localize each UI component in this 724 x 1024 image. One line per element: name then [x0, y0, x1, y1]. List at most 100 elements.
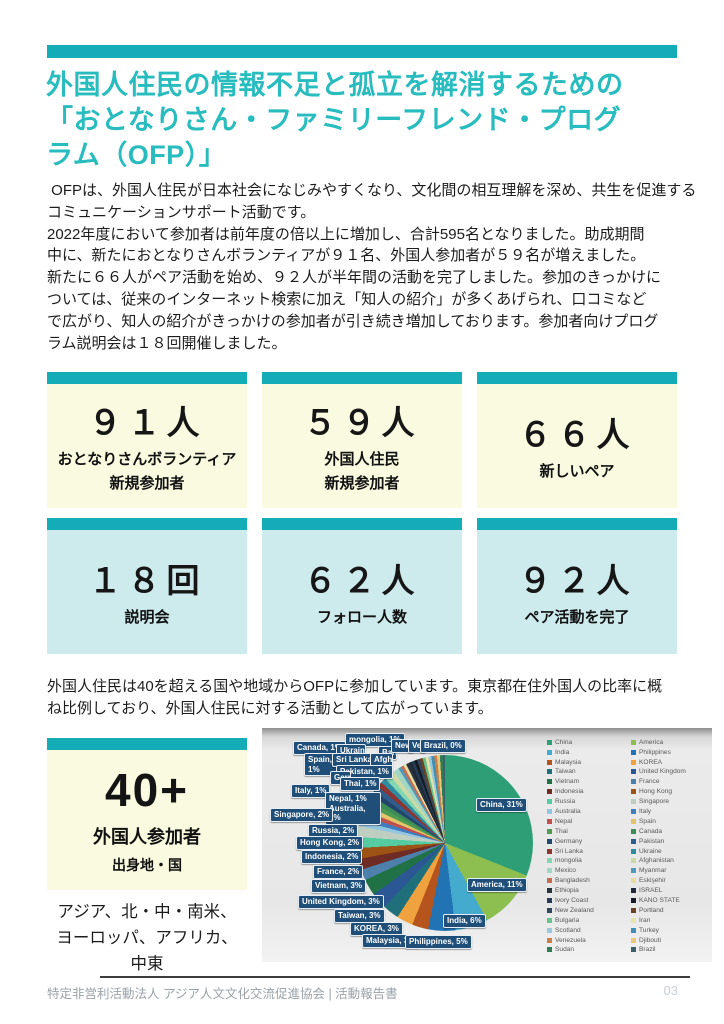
legend-swatch	[631, 759, 636, 765]
stat-card-new-pairs: ６６人 新しいペア	[477, 372, 677, 508]
legend-label: Turkey	[639, 926, 659, 934]
card-accent-bar	[47, 738, 247, 750]
legend-swatch	[631, 917, 636, 923]
legend-label: Eskişehir	[639, 877, 666, 885]
legend-item: ISRAEL	[631, 887, 707, 894]
legend-swatch	[631, 799, 636, 805]
legend-item: Sudan	[547, 946, 623, 954]
legend-item: Italy	[631, 808, 707, 815]
legend-item: Brazil	[631, 946, 707, 954]
stat-card-completed-pairs: ９２人 ペア活動を完了	[477, 518, 677, 654]
legend-swatch	[547, 947, 552, 953]
legend-label: Vietnam	[555, 778, 580, 786]
legend-swatch	[631, 789, 636, 795]
legend-swatch	[631, 947, 636, 953]
legend-swatch	[547, 838, 552, 844]
legend-item: KANO STATE	[631, 897, 707, 904]
legend-item: Sri Lanka	[547, 848, 623, 855]
stat-card-briefings: １８回 説明会	[47, 518, 247, 654]
stat-card-new-foreign-residents: ５９人 外国人住民 新規参加者	[262, 372, 462, 508]
legend-swatch	[631, 838, 636, 844]
legend-item: China	[547, 739, 623, 746]
legend-label: KOREA	[639, 758, 663, 766]
stat-label: フォロー人数	[316, 609, 407, 626]
legend-label: America	[639, 738, 664, 746]
origin-countries-card: 40+ 外国人参加者 出身地・国	[47, 738, 247, 890]
legend-item: Spain	[631, 818, 707, 825]
card-accent-bar	[47, 372, 247, 384]
intro-paragraph: OFPは、外国人住民が日本社会になじみやすくなり、文化間の相互理解を深め、共生を…	[47, 182, 697, 352]
legend-label: Sri Lanka	[555, 847, 583, 855]
legend-item: New Zealand	[547, 907, 623, 914]
chart-legend: China America India Philippines Malaysia KORE…	[547, 739, 707, 953]
card-accent-bar	[262, 372, 462, 384]
legend-swatch	[547, 818, 552, 824]
legend-label: Portland	[639, 906, 664, 914]
legend-item: KOREA	[631, 759, 707, 766]
legend-swatch	[631, 769, 636, 775]
legend-label: France	[639, 778, 660, 786]
legend-item: Afghanistan	[631, 857, 707, 864]
legend-item: France	[631, 778, 707, 786]
legend-swatch	[547, 907, 552, 913]
legend-label: Myanmar	[639, 867, 667, 875]
legend-item: Ukraine	[631, 848, 707, 855]
stat-number: ６６人	[518, 416, 636, 453]
stat-card-followups: ６２人 フォロー人数	[262, 518, 462, 654]
stat-card-new-volunteers: ９１人 おとなりさんボランティア 新規参加者	[47, 372, 247, 508]
legend-swatch	[547, 749, 552, 755]
legend-item: Eskişehir	[631, 877, 707, 884]
accent-bar	[47, 45, 677, 58]
card-accent-bar	[262, 518, 462, 530]
legend-label: Philippines	[639, 748, 671, 756]
legend-swatch	[631, 898, 636, 903]
legend-label: Bangladesh	[555, 877, 590, 885]
stat-label: 新しいペア	[539, 463, 615, 480]
stat-label: 外国人住民 新規参加者	[324, 451, 400, 492]
pie-data-label: America, 11%	[467, 878, 527, 892]
pie-data-label: France, 2%	[313, 865, 364, 879]
legend-label: Ukraine	[639, 847, 662, 855]
legend-label: Thai	[555, 827, 568, 835]
legend-swatch	[631, 808, 636, 814]
legend-swatch	[547, 898, 552, 903]
legend-label: Venezuela	[555, 936, 586, 944]
stat-label: ペア活動を完了	[524, 609, 630, 626]
stats-row-2: １８回 説明会 ６２人 フォロー人数 ９２人 ペア活動を完了	[47, 518, 677, 654]
legend-swatch	[631, 907, 636, 913]
legend-item: Nepal	[547, 818, 623, 825]
pie-data-label: Brazil, 0%	[420, 739, 466, 753]
page-number: 03	[663, 983, 678, 998]
pie-data-label: Indonesia, 2%	[301, 850, 363, 864]
legend-item: United Kingdom	[631, 768, 707, 776]
pie	[357, 755, 533, 931]
legend-swatch	[547, 769, 552, 775]
pie-data-label: India, 6%	[443, 914, 486, 928]
legend-label: United Kingdom	[639, 768, 686, 776]
legend-label: Ethiopia	[555, 887, 579, 895]
page-title: 外国人住民の情報不足と孤立を解消するための 「おとなりさん・ファミリーフレンド・…	[46, 70, 624, 170]
legend-item: Ivory Coast	[547, 897, 623, 904]
legend-label: Russia	[555, 798, 576, 806]
legend-label: Hong Kong	[639, 788, 672, 796]
legend-swatch	[547, 878, 552, 884]
legend-swatch	[547, 927, 552, 933]
legend-item: Russia	[547, 798, 623, 805]
card-accent-bar	[477, 372, 677, 384]
legend-label: Sudan	[555, 946, 575, 954]
legend-swatch	[547, 868, 552, 874]
legend-item: mongolia	[547, 857, 623, 864]
legend-label: Brazil	[639, 946, 656, 954]
legend-item: Djibouti	[631, 937, 707, 944]
legend-label: Bulgaria	[555, 916, 580, 924]
legend-item: Bangladesh	[547, 877, 623, 884]
stat-number: １８回	[88, 562, 206, 599]
legend-item: Hong Kong	[631, 788, 707, 795]
legend-swatch	[631, 818, 636, 824]
legend-item: Germany	[547, 838, 623, 845]
legend-swatch	[547, 828, 552, 834]
footer-rule	[100, 976, 690, 978]
legend-label: KANO STATE	[639, 897, 680, 904]
legend-label: Iran	[639, 916, 651, 924]
legend-label: Ivory Coast	[555, 897, 589, 904]
